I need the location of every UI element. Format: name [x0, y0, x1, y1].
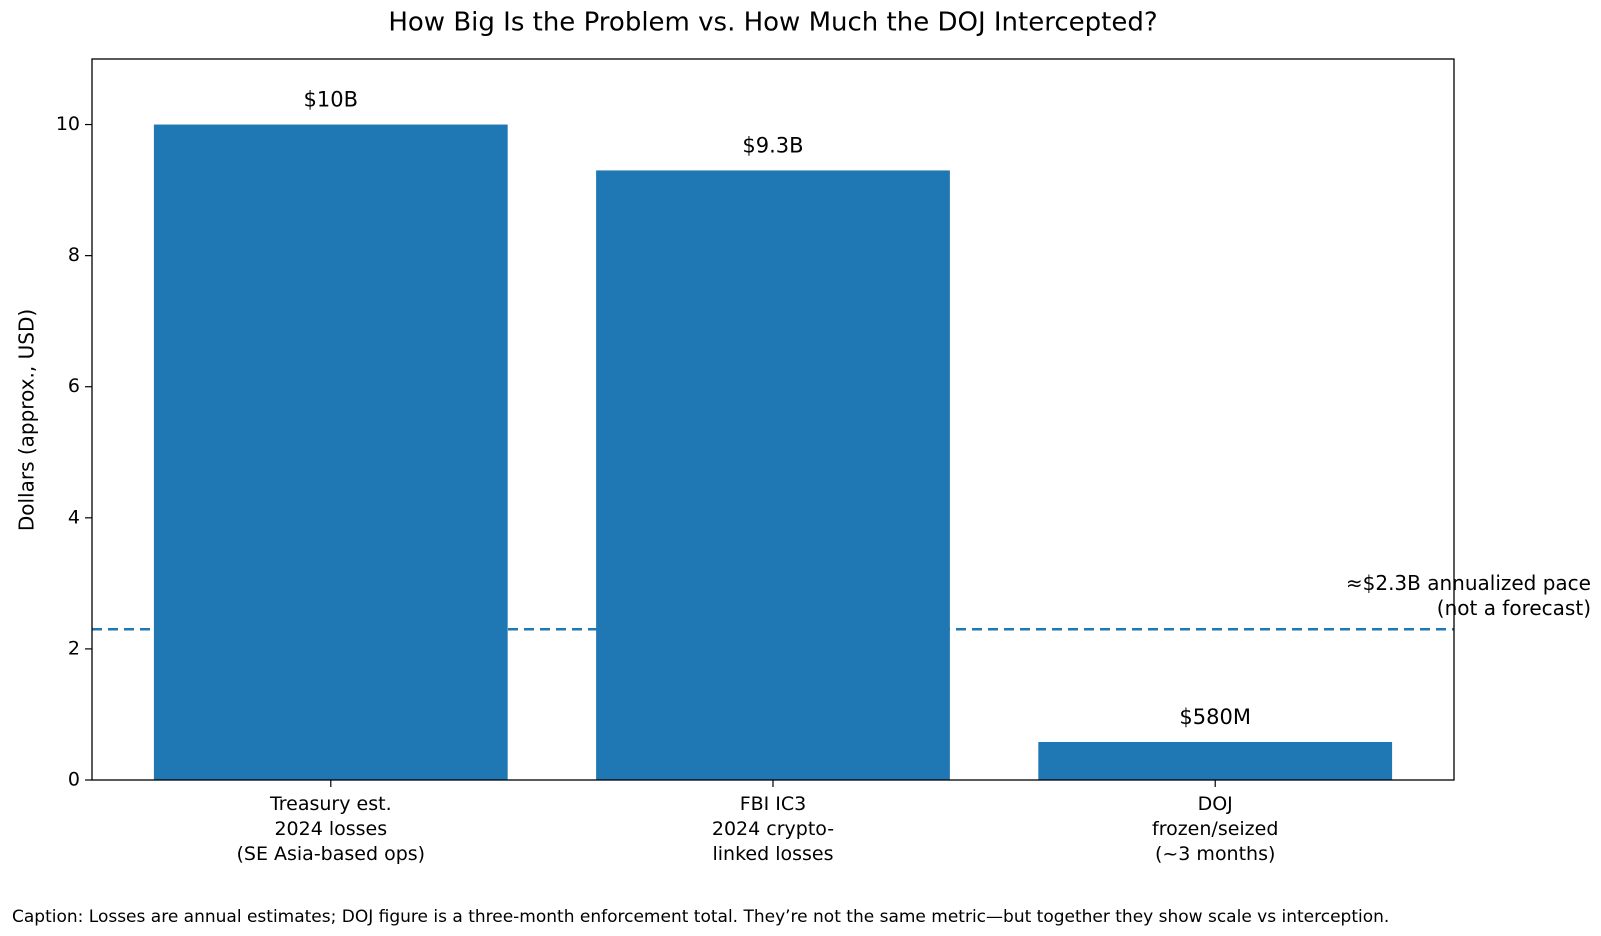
x-tick-label: DOJ frozen/seized (~3 months)	[1152, 793, 1278, 865]
x-tick-label: Treasury est. 2024 losses (SE Asia-based o…	[236, 793, 425, 865]
y-tick-label: 6	[68, 375, 80, 397]
y-tick-label: 0	[68, 769, 80, 791]
plot-frame	[91, 58, 1455, 781]
y-tick-label: 8	[68, 244, 80, 266]
y-axis-label: Dollars (approx., USD)	[15, 309, 39, 531]
bar	[1038, 741, 1393, 780]
value-label: $580M	[1179, 705, 1251, 729]
y-tick-label: 2	[68, 637, 80, 659]
caption: Caption: Losses are annual estimates; DO…	[12, 907, 1389, 927]
reference-label: ≈$2.3B annualized pace (not a forecast)	[1346, 571, 1591, 620]
y-tick-label: 10	[56, 113, 80, 135]
x-tick-label: FBI IC3 2024 crypto-linked losses	[712, 793, 834, 865]
chart-title: How Big Is the Problem vs. How Much the …	[388, 8, 1157, 38]
y-tick-label: 4	[68, 506, 80, 528]
value-label: $9.3B	[742, 133, 803, 157]
bar	[153, 124, 508, 780]
value-label: $10B	[304, 88, 359, 112]
bar	[596, 170, 950, 781]
